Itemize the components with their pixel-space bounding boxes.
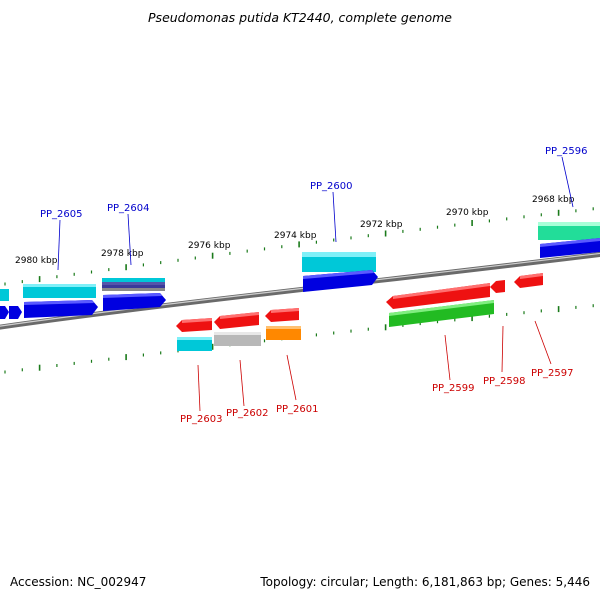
gene-feature-highlight xyxy=(182,318,212,323)
gene-feature[interactable] xyxy=(102,288,165,291)
gene-label-pp-2599[interactable]: PP_2599 xyxy=(432,383,475,394)
gene-feature-highlight xyxy=(302,252,376,257)
gene-label-pp-2598[interactable]: PP_2598 xyxy=(483,376,526,387)
scale-label-2968: 2968 kbp xyxy=(532,195,575,205)
callout-line xyxy=(501,325,504,373)
gene-feature[interactable] xyxy=(0,306,9,319)
accession-label: Accession: NC_002947 xyxy=(10,575,147,589)
gene-feature[interactable] xyxy=(103,293,166,311)
genome-backbone xyxy=(0,251,600,330)
forward-scale-ticks xyxy=(4,207,594,286)
gene-feature-highlight xyxy=(24,300,94,305)
gene-feature-highlight xyxy=(103,293,162,298)
gene-feature[interactable] xyxy=(386,283,490,309)
scale-label-2978: 2978 kbp xyxy=(101,249,144,259)
callout-line xyxy=(332,191,337,243)
gene-feature[interactable] xyxy=(24,300,98,318)
scale-label-2980: 2980 kbp xyxy=(15,256,58,266)
gene-feature-highlight xyxy=(271,308,299,313)
scale-label-2974: 2974 kbp xyxy=(274,231,317,241)
gene-feature-highlight xyxy=(266,326,301,329)
gene-label-pp-2596[interactable]: PP_2596 xyxy=(545,146,588,157)
figure-title: Pseudomonas putida KT2440, complete geno… xyxy=(148,10,452,25)
forward-strand-features xyxy=(0,222,600,319)
gene-feature-highlight xyxy=(303,270,374,279)
callout-line xyxy=(197,364,201,412)
reverse-strand-features xyxy=(176,273,543,351)
gene-label-pp-2601[interactable]: PP_2601 xyxy=(276,404,319,415)
gene-feature-highlight xyxy=(214,332,261,335)
gene-feature-highlight xyxy=(23,284,96,287)
gene-feature-highlight xyxy=(393,283,490,299)
topology-label: Topology: circular; Length: 6,181,863 bp… xyxy=(260,575,590,589)
reverse-gene-labels: PP_2603 PP_2602 PP_2601 PP_2599 PP_2598 … xyxy=(180,320,574,425)
gene-feature[interactable] xyxy=(102,278,165,282)
gene-feature[interactable] xyxy=(9,306,22,319)
gene-feature-highlight xyxy=(177,337,212,340)
callout-line xyxy=(239,359,245,407)
gene-label-pp-2604[interactable]: PP_2604 xyxy=(107,203,150,214)
forward-gene-labels: PP_2605 PP_2604 PP_2600 PP_2596 xyxy=(40,146,588,271)
gene-feature[interactable] xyxy=(266,326,301,340)
gene-feature[interactable] xyxy=(0,289,9,301)
gene-label-pp-2605[interactable]: PP_2605 xyxy=(40,209,83,220)
gene-feature[interactable] xyxy=(214,332,261,346)
gene-label-pp-2600[interactable]: PP_2600 xyxy=(310,181,353,192)
gene-feature[interactable] xyxy=(177,337,212,351)
gene-feature[interactable] xyxy=(538,222,600,240)
gene-feature-highlight xyxy=(538,222,600,226)
callout-line xyxy=(286,354,297,401)
callout-line xyxy=(534,320,552,365)
gene-feature-highlight xyxy=(220,312,259,319)
gene-feature[interactable] xyxy=(23,284,96,298)
callout-line xyxy=(561,156,574,208)
genome-backbone-highlight xyxy=(0,252,600,327)
scale-label-2972: 2972 kbp xyxy=(360,220,403,230)
scale-label-2976: 2976 kbp xyxy=(188,241,231,251)
gene-feature-highlight xyxy=(540,238,600,247)
gene-feature[interactable] xyxy=(389,300,494,327)
callout-line xyxy=(57,219,61,271)
gene-label-pp-2603[interactable]: PP_2603 xyxy=(180,414,223,425)
gene-feature[interactable] xyxy=(102,285,165,288)
scale-label-2970: 2970 kbp xyxy=(446,208,489,218)
gene-feature-highlight xyxy=(520,273,543,279)
gene-feature[interactable] xyxy=(490,280,505,293)
callout-line xyxy=(444,334,451,381)
gene-feature[interactable] xyxy=(102,282,165,285)
callout-line xyxy=(127,213,132,266)
gene-feature-highlight xyxy=(389,300,494,316)
gene-label-pp-2597[interactable]: PP_2597 xyxy=(531,368,574,379)
gene-label-pp-2602[interactable]: PP_2602 xyxy=(226,408,269,419)
